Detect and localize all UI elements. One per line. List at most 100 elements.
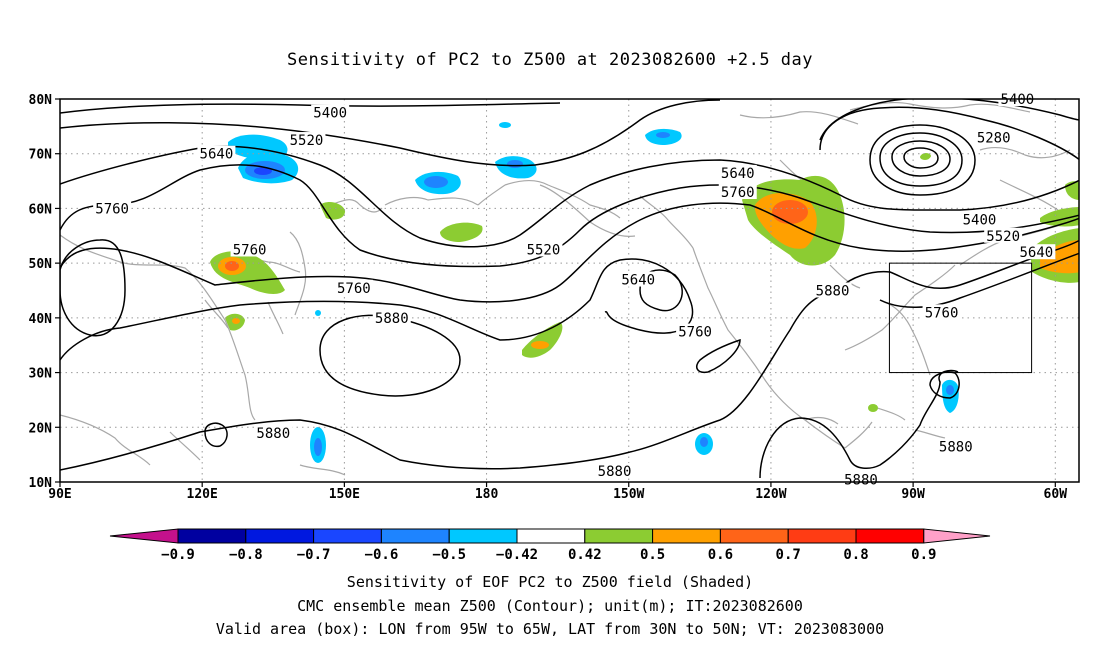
contour-label: 5760 (922, 304, 961, 321)
lon-tick-label: 120W (755, 487, 786, 502)
contour-label-text: 5640 (721, 166, 755, 182)
colorbar-bin (652, 528, 721, 544)
coastlines (60, 101, 1079, 476)
contour-label-bg (287, 132, 326, 148)
contour-label-text: 5640 (1019, 245, 1053, 261)
colorbar-bin (516, 528, 586, 544)
lon-tick-label: 90W (901, 487, 925, 502)
contour-label-text: 5520 (527, 242, 561, 258)
lon-tick-label: 120E (187, 487, 218, 502)
contour-label: 5520 (984, 227, 1023, 245)
colorbar-bin (448, 528, 518, 544)
contour-label: 5640 (1017, 244, 1056, 261)
contour-label: 5280 (974, 129, 1013, 146)
contour-label: 5640 (718, 164, 757, 182)
caption-valid-area: Valid area (box): LON from 95W to 65W, L… (215, 620, 885, 638)
colorbar-label: −0.5 (432, 547, 466, 563)
contour-label-bg (718, 164, 757, 180)
colorbar-label: 0.6 (708, 547, 733, 563)
contour-label: 5880 (936, 438, 975, 455)
lat-tick-label: 50N (29, 257, 53, 272)
colorbar-bin (380, 528, 450, 544)
contour-label-bg (922, 304, 961, 320)
contour-label: 5520 (524, 241, 563, 258)
contour-label-text: 5760 (95, 201, 129, 217)
contour-label-text: 5760 (337, 281, 371, 297)
contour-label-bg (524, 241, 563, 257)
lon-tick-label: 90E (48, 487, 71, 502)
contour-label-bg (595, 463, 634, 479)
colorbar-label: −0.6 (365, 547, 399, 563)
contour-label-bg (718, 184, 757, 200)
map-frame (59, 98, 1080, 483)
contour-label-bg (334, 279, 373, 295)
contour-label: 5880 (254, 424, 293, 442)
colorbar-bin (855, 528, 925, 544)
grid-lines (60, 99, 1079, 482)
contour-label-bg (676, 323, 715, 339)
contour-label-bg (1017, 244, 1056, 260)
contour-label-text: 5760 (678, 325, 712, 341)
caption-contours: CMC ensemble mean Z500 (Contour); unit(m… (297, 597, 803, 615)
contour-label-bg (936, 438, 975, 454)
contour-label-bg (197, 145, 236, 161)
contour-label-bg (960, 211, 999, 227)
colorbar-arrow-left (109, 528, 179, 544)
contour-label-bg (984, 227, 1023, 243)
colorbar-label: −0.8 (229, 547, 263, 563)
lat-tick-label: 20N (29, 421, 53, 436)
contour-label-text: 5880 (256, 426, 290, 442)
contour-label: 5760 (676, 323, 715, 341)
contour-label-text: 5400 (313, 106, 347, 122)
contour-label: 5880 (595, 463, 634, 480)
contour-label: 5760 (93, 200, 132, 217)
colorbar-label: 0.9 (911, 547, 936, 563)
contour-label: 5760 (230, 241, 269, 258)
contour-label-bg (813, 282, 852, 298)
lat-tick-label: 70N (29, 148, 53, 163)
contour-label-bg (230, 241, 269, 257)
lat-tick-label: 30N (29, 367, 53, 382)
contour-label-text: 5520 (290, 133, 324, 149)
caption-shading: Sensitivity of EOF PC2 to Z500 field (Sh… (346, 573, 754, 591)
contour-label-text: 5880 (375, 311, 409, 327)
lon-tick-label: 180 (475, 487, 499, 502)
colorbar-arrow-right (923, 528, 991, 544)
colorbar-label: −0.42 (496, 547, 538, 563)
contour-label-text: 5880 (939, 439, 973, 455)
z500-contours (60, 99, 1079, 479)
contour-label: 5760 (718, 184, 757, 201)
lat-tick-label: 40N (29, 312, 53, 327)
colorbar-label: 0.5 (640, 547, 665, 563)
contour-label-bg (254, 424, 293, 440)
contour-label-text: 5640 (621, 273, 655, 289)
contour-label-text: 5880 (598, 464, 632, 480)
colorbar-bin (245, 528, 315, 544)
colorbar-bin (313, 528, 382, 544)
contour-label-text: 5760 (721, 185, 755, 201)
contour-label-bg (372, 309, 411, 325)
contour-label: 5760 (334, 279, 373, 297)
contour-label: 5640 (619, 271, 658, 289)
colorbar-label: −0.9 (161, 547, 195, 563)
contour-label: 5400 (311, 104, 350, 122)
contour-label-text: 5400 (963, 212, 997, 228)
contour-label-bg (974, 129, 1013, 145)
contour-label: 5400 (960, 211, 999, 228)
contour-label-text: 5880 (844, 472, 878, 488)
contour-label: 5880 (841, 471, 880, 488)
contour-label-text: 5760 (925, 305, 959, 321)
contour-label: 5640 (197, 145, 236, 163)
lon-tick-label: 150W (613, 487, 644, 502)
contour-label-text: 5520 (986, 229, 1020, 245)
lon-tick-label: 60W (1044, 487, 1068, 502)
contour-label-text: 5280 (977, 130, 1011, 146)
contour-label-text: 5880 (816, 284, 850, 300)
contour-label-bg (93, 200, 132, 216)
colorbar-label: 0.42 (568, 547, 602, 563)
colorbar-bin (177, 528, 247, 544)
contour-label-text: 5760 (233, 242, 267, 258)
lat-tick-label: 10N (29, 476, 53, 491)
colorbar-label: 0.8 (843, 547, 868, 563)
